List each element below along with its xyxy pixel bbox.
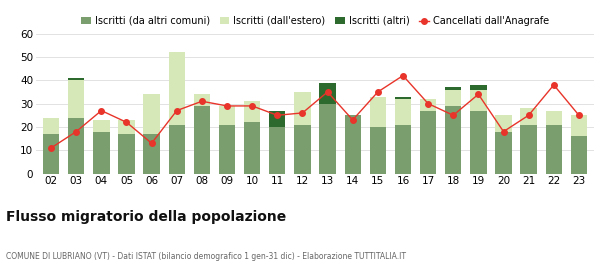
- Bar: [395, 99, 411, 125]
- Bar: [43, 118, 59, 134]
- Bar: [319, 83, 336, 104]
- Bar: [420, 111, 436, 174]
- Bar: [118, 120, 134, 134]
- Bar: [545, 111, 562, 125]
- Bar: [169, 125, 185, 174]
- Bar: [143, 94, 160, 134]
- Bar: [219, 106, 235, 125]
- Bar: [571, 115, 587, 136]
- Bar: [169, 52, 185, 125]
- Bar: [370, 127, 386, 174]
- Bar: [68, 118, 85, 174]
- Bar: [420, 99, 436, 111]
- Bar: [571, 136, 587, 174]
- Bar: [445, 87, 461, 90]
- Bar: [520, 125, 537, 174]
- Bar: [370, 97, 386, 127]
- Bar: [294, 92, 311, 125]
- Bar: [43, 134, 59, 174]
- Bar: [496, 132, 512, 174]
- Bar: [194, 106, 210, 174]
- Bar: [93, 132, 110, 174]
- Bar: [496, 115, 512, 132]
- Legend: Iscritti (da altri comuni), Iscritti (dall'estero), Iscritti (altri), Cancellati: Iscritti (da altri comuni), Iscritti (da…: [81, 16, 549, 26]
- Bar: [269, 127, 286, 174]
- Bar: [68, 80, 85, 118]
- Bar: [545, 125, 562, 174]
- Bar: [143, 134, 160, 174]
- Bar: [470, 85, 487, 90]
- Bar: [93, 120, 110, 132]
- Bar: [470, 90, 487, 111]
- Bar: [244, 122, 260, 174]
- Text: Flusso migratorio della popolazione: Flusso migratorio della popolazione: [6, 210, 286, 224]
- Bar: [520, 108, 537, 125]
- Bar: [219, 125, 235, 174]
- Text: COMUNE DI LUBRIANO (VT) - Dati ISTAT (bilancio demografico 1 gen-31 dic) - Elabo: COMUNE DI LUBRIANO (VT) - Dati ISTAT (bi…: [6, 252, 406, 261]
- Bar: [445, 90, 461, 106]
- Bar: [470, 111, 487, 174]
- Bar: [68, 78, 85, 80]
- Bar: [294, 125, 311, 174]
- Bar: [118, 134, 134, 174]
- Bar: [244, 101, 260, 122]
- Bar: [194, 94, 210, 106]
- Bar: [269, 111, 286, 127]
- Bar: [344, 115, 361, 174]
- Bar: [395, 125, 411, 174]
- Bar: [319, 104, 336, 174]
- Bar: [395, 97, 411, 99]
- Bar: [445, 106, 461, 174]
